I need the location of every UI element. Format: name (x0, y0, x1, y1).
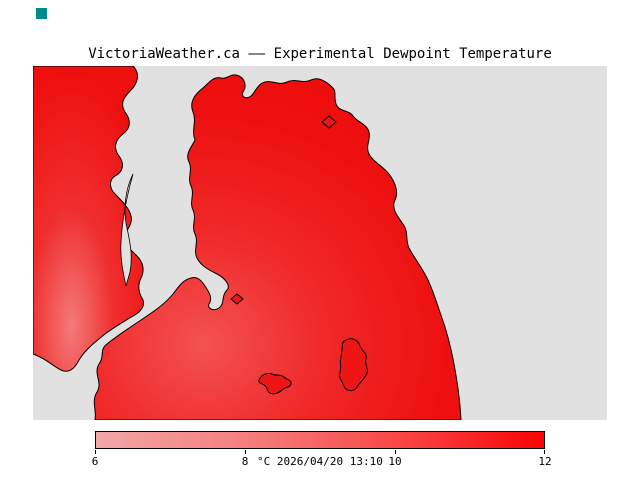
scale-tick (544, 450, 545, 454)
scale-tick-label: 6 (91, 455, 99, 468)
island-outline-east (339, 338, 368, 392)
scale-tick-label: 12 (538, 455, 552, 468)
scale-tick (245, 450, 246, 454)
inlet-channel (120, 173, 134, 287)
color-scale-bar (95, 431, 545, 449)
corner-marker (36, 8, 47, 19)
scale-tick-label: 8 (241, 455, 249, 468)
scale-tick-label: 10 (388, 455, 402, 468)
scale-tick (95, 450, 96, 454)
scale-tick (395, 450, 396, 454)
dewpoint-map-svg (33, 66, 607, 420)
island-diamond-north (321, 115, 337, 129)
page-title: VictoriaWeather.ca —— Experimental Dewpo… (88, 46, 552, 62)
island-outline-west (258, 372, 292, 395)
island-diamond-bay (230, 293, 244, 305)
saanich-peninsula (93, 74, 462, 420)
weather-map (33, 66, 607, 420)
scale-unit-timestamp: °C 2026/04/20 13:10 (257, 455, 383, 468)
